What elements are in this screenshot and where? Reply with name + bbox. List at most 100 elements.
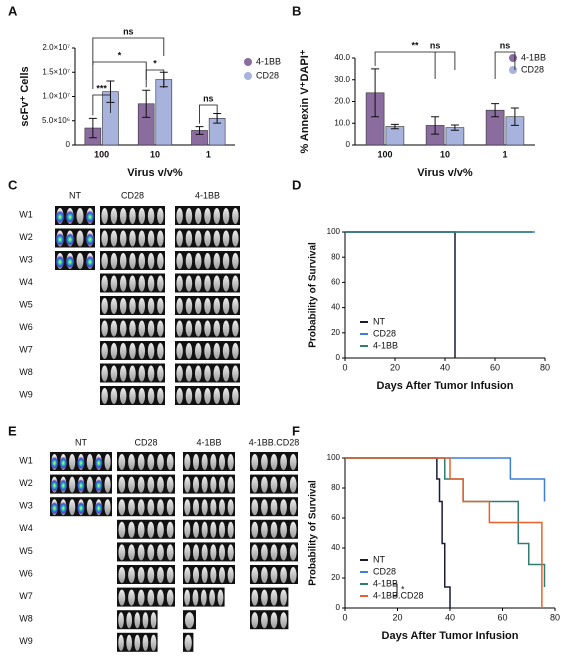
mouse — [251, 567, 259, 583]
mouse — [147, 521, 155, 538]
mouse — [227, 544, 234, 561]
survival-curve — [345, 457, 543, 608]
mouse — [166, 567, 174, 583]
mouse — [222, 365, 230, 382]
x-axis-label: Virus v/v% — [417, 167, 473, 179]
mouse — [76, 230, 84, 247]
row-label: W9 — [19, 389, 33, 399]
mouse — [261, 454, 268, 470]
column-label: 4-1BB.CD28 — [249, 437, 300, 447]
bioluminescence — [65, 211, 75, 223]
mouse — [227, 476, 234, 493]
mouse — [147, 320, 155, 337]
mouse — [138, 253, 146, 269]
mouse — [261, 544, 268, 561]
image-strip — [117, 519, 175, 539]
x-tick-label: 40 — [445, 612, 455, 622]
mouse — [222, 343, 230, 359]
mouse — [227, 499, 234, 516]
mouse — [101, 208, 108, 224]
mouse — [218, 476, 226, 493]
survival-curve — [345, 231, 456, 358]
mouse — [210, 499, 217, 516]
mouse — [280, 544, 287, 561]
legend-label: CD28 — [521, 64, 544, 74]
mouse — [270, 476, 278, 493]
mouse — [157, 208, 164, 224]
mouse — [166, 476, 174, 493]
y-tick-label: 1.5×10⁷ — [42, 67, 70, 76]
mouse — [119, 253, 127, 269]
mouse — [101, 275, 108, 292]
mouse — [176, 275, 183, 292]
mouse — [222, 275, 230, 292]
mouse — [69, 476, 76, 493]
mouse — [184, 454, 191, 470]
y-axis-label: Probability of Survival — [308, 242, 319, 348]
mouse — [110, 298, 118, 314]
mouse — [204, 365, 211, 382]
row-label: W1 — [19, 209, 33, 219]
mouse — [210, 476, 217, 493]
mouse — [137, 476, 145, 493]
y-tick-label: 0 — [336, 603, 341, 612]
mouse — [69, 454, 76, 470]
y-tick-label: 60 — [331, 513, 340, 522]
bioluminescence — [55, 233, 65, 246]
row-label: W7 — [19, 591, 33, 601]
panel-label: D — [292, 177, 301, 192]
mouse — [289, 454, 297, 470]
mouse — [118, 476, 126, 493]
image-strip — [183, 542, 235, 562]
mouse — [185, 253, 193, 269]
mouse — [184, 544, 191, 561]
legend-label: 4-1BB — [521, 52, 546, 62]
panel-label: F — [292, 423, 300, 438]
y-tick-label: 10.0 — [334, 118, 350, 127]
mouse — [176, 343, 183, 359]
mouse — [280, 499, 287, 516]
mouse — [289, 567, 297, 583]
image-strip — [117, 587, 175, 607]
mouse — [192, 454, 200, 470]
mouse — [118, 634, 124, 651]
mouse — [227, 521, 234, 538]
x-tick-label: 100 — [94, 149, 109, 159]
mouse — [192, 476, 200, 493]
mouse — [194, 365, 202, 382]
mouse — [138, 320, 146, 337]
y-tick-label: 0 — [336, 353, 341, 362]
mouse — [166, 454, 174, 470]
mouse — [157, 253, 164, 269]
bioluminescence — [59, 457, 68, 469]
mouse — [129, 275, 136, 292]
mouse — [204, 253, 211, 269]
x-tick-label: 10 — [440, 149, 450, 159]
mouse — [232, 208, 239, 224]
x-axis-label: Days After Tumor Infusion — [382, 630, 519, 642]
error-bar — [142, 89, 151, 118]
mouse — [147, 343, 155, 359]
mouse — [251, 454, 259, 470]
legend-swatch — [509, 54, 517, 62]
mouse — [129, 208, 136, 224]
x-axis-label: Days After Tumor Infusion — [377, 380, 514, 392]
bioluminescence — [65, 256, 75, 268]
bioluminescence — [50, 457, 59, 469]
mouse — [176, 388, 183, 404]
mouse — [147, 298, 155, 314]
mouse — [138, 230, 146, 247]
mouse — [129, 298, 136, 314]
mouse — [194, 320, 202, 337]
bioluminescence — [65, 233, 75, 246]
mouse — [213, 275, 221, 292]
survival-curve — [345, 457, 451, 608]
mouse — [270, 521, 278, 538]
mouse — [194, 275, 202, 292]
bar — [155, 79, 173, 146]
mouse — [289, 476, 297, 493]
significance-bracket — [374, 51, 456, 70]
mouse — [137, 454, 145, 470]
mouse — [222, 208, 230, 224]
